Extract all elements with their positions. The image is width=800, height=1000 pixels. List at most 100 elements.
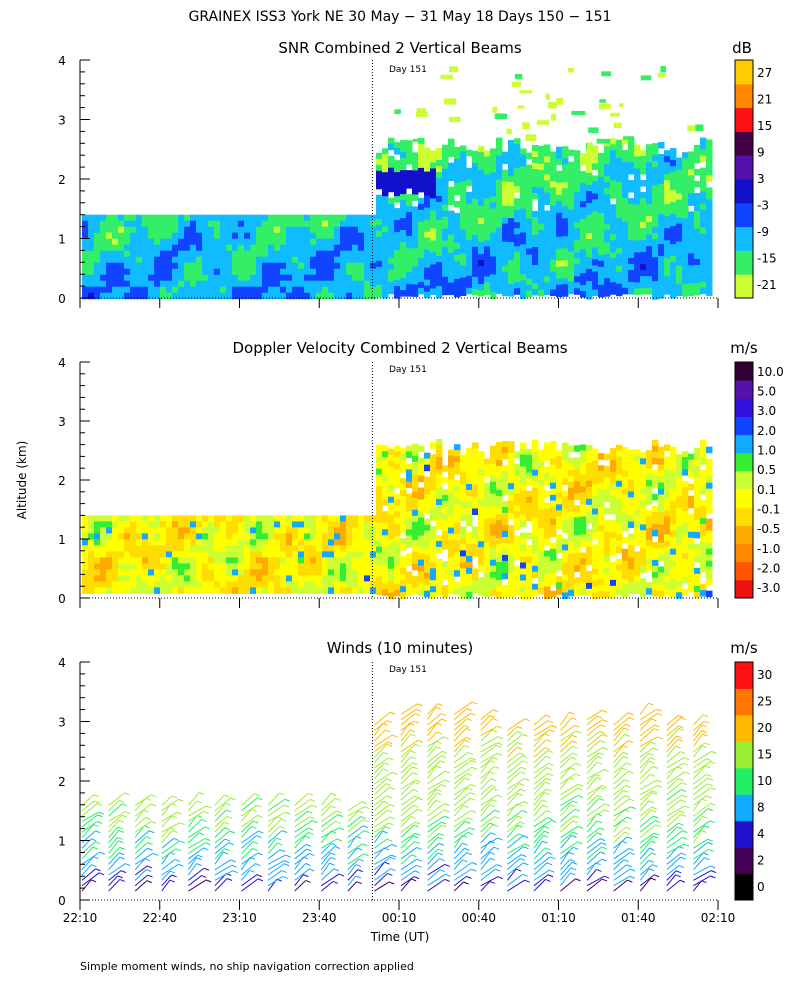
heatmap-cell	[88, 214, 95, 222]
heatmap-cell	[340, 539, 347, 546]
heatmap-cell	[550, 157, 557, 165]
wind-barb	[241, 820, 254, 833]
heatmap-cell	[130, 575, 137, 582]
heatmap-cell	[268, 268, 275, 276]
heatmap-cell	[358, 581, 365, 588]
heatmap-cell	[286, 232, 293, 240]
heatmap-cell	[520, 466, 527, 474]
heatmap-cell	[538, 217, 545, 225]
heatmap-cell	[454, 564, 461, 571]
heatmap-cell	[538, 575, 545, 583]
wind-barb-flag	[222, 851, 229, 855]
heatmap-cell	[436, 444, 443, 452]
wind-barb-flag	[522, 733, 528, 737]
wind-barb	[480, 757, 494, 769]
heatmap-cell	[592, 562, 599, 570]
heatmap-cell	[538, 157, 545, 165]
heatmap-cell	[694, 198, 701, 206]
wind-barb	[214, 859, 231, 871]
heatmap-cell	[502, 289, 509, 297]
heatmap-cell	[112, 232, 119, 240]
heatmap-cell	[196, 292, 203, 300]
heatmap-cell	[100, 262, 107, 270]
heatmap-cell	[382, 577, 389, 584]
heatmap-cell	[154, 533, 161, 540]
heatmap-cell	[538, 563, 545, 571]
heatmap-cell	[478, 463, 485, 470]
heatmap-cell	[580, 582, 587, 589]
heatmap-cell	[466, 257, 473, 265]
wind-barb-flag	[544, 747, 550, 751]
wind-barb-flag	[414, 795, 420, 799]
heatmap-cell	[598, 573, 605, 580]
wind-barb	[347, 847, 358, 860]
heatmap-cell	[244, 238, 251, 246]
wind-barb	[533, 788, 547, 801]
wind-barb	[188, 842, 206, 855]
heatmap-cell	[592, 247, 599, 254]
heatmap-cell	[496, 586, 503, 593]
heatmap-cell	[424, 488, 431, 496]
heatmap-cell	[292, 292, 299, 300]
heatmap-cell	[634, 569, 641, 576]
heatmap-cell	[424, 249, 431, 257]
wind-barb	[161, 874, 173, 887]
heatmap-cell	[208, 545, 215, 552]
heatmap-cell	[508, 495, 515, 502]
heatmap-cell	[508, 200, 515, 207]
heatmap-cell	[412, 503, 419, 511]
heatmap-cell	[598, 453, 605, 460]
heatmap-cell	[460, 175, 467, 182]
heatmap-cell	[496, 197, 503, 205]
heatmap-cell	[94, 214, 101, 222]
heatmap-cell	[460, 211, 467, 218]
heatmap-cell	[382, 178, 389, 185]
heatmap-cell	[586, 480, 593, 488]
wind-barb	[214, 878, 228, 892]
heatmap-cell	[586, 148, 593, 156]
heatmap-cell	[340, 563, 347, 570]
heatmap-cell	[184, 569, 191, 576]
heatmap-cell	[388, 161, 395, 169]
heatmap-cell	[118, 569, 125, 576]
heatmap-cell	[682, 200, 689, 207]
heatmap-cell	[640, 216, 647, 223]
heatmap-cell	[442, 234, 449, 242]
heatmap-cell	[256, 256, 263, 264]
heatmap-cell	[544, 180, 551, 187]
heatmap-cell	[628, 533, 635, 540]
heatmap-cell	[388, 580, 395, 588]
heatmap-cell	[538, 241, 545, 249]
heatmap-cell	[112, 539, 119, 546]
heatmap-cell	[292, 557, 299, 564]
heatmap-cell	[178, 238, 185, 246]
heatmap-cell	[388, 257, 395, 265]
heatmap-cell	[130, 262, 137, 270]
heatmap-cell	[496, 514, 503, 521]
wind-barb-flag	[523, 846, 529, 850]
heatmap-cell	[562, 272, 569, 279]
heatmap-cell	[568, 475, 575, 483]
heatmap-cell	[382, 559, 389, 566]
heatmap-cell	[550, 578, 557, 586]
heatmap-cell	[652, 209, 659, 216]
heatmap-cell	[508, 206, 515, 213]
heatmap-cell	[550, 217, 557, 225]
wind-barb	[294, 820, 313, 833]
heatmap-cell	[142, 557, 149, 564]
heatmap-cell	[466, 477, 473, 485]
wind-barb	[427, 878, 446, 892]
heatmap-cell	[688, 465, 695, 473]
heatmap-cell	[94, 268, 101, 276]
heatmap-cell	[628, 515, 635, 522]
heatmap-cell	[562, 586, 569, 593]
wind-barb	[134, 817, 146, 828]
wind-barb-flag	[544, 733, 550, 737]
heatmap-cell	[106, 539, 113, 546]
heatmap-cell	[460, 538, 467, 545]
wind-barb	[427, 873, 446, 887]
heatmap-cell	[628, 581, 635, 588]
heatmap-cell	[664, 456, 671, 463]
heatmap-cell	[262, 250, 269, 258]
heatmap-cell	[100, 527, 107, 534]
